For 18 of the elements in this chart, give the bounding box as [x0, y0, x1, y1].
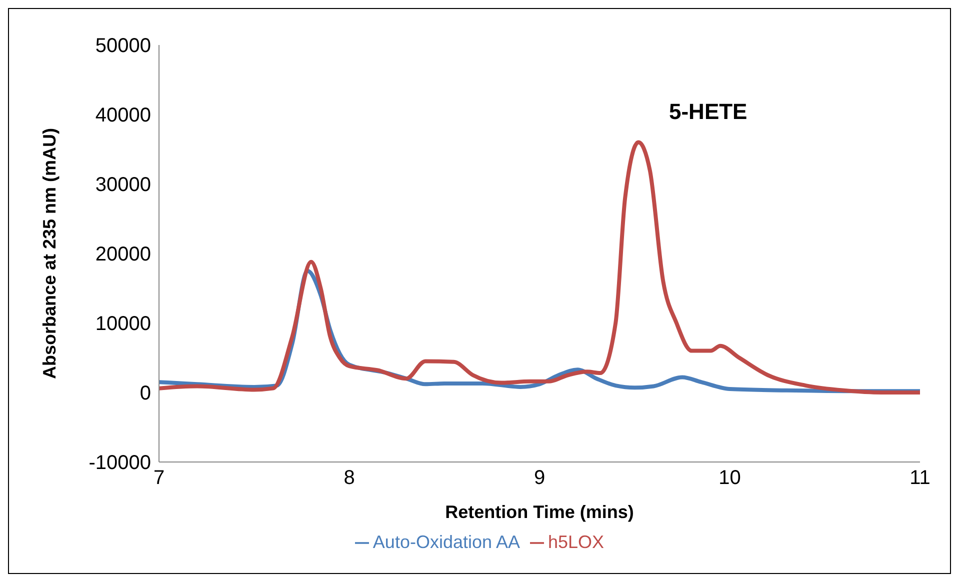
y-axis-title: Absorbance at 235 nm (mAU) — [39, 128, 60, 380]
legend-label: Auto-Oxidation AA — [372, 532, 520, 552]
y-tick-label: -10000 — [88, 452, 151, 474]
y-tick-label: 50000 — [95, 35, 151, 58]
x-tick-label: 10 — [718, 467, 741, 490]
x-tick-label: 11 — [910, 467, 930, 490]
y-tick-label: 20000 — [95, 244, 151, 266]
x-tick-label: 8 — [344, 467, 355, 490]
annotation: 5-HETE — [669, 99, 748, 125]
x-tick-label: 9 — [534, 467, 546, 490]
y-tick-label: 30000 — [95, 174, 151, 196]
line-series — [159, 140, 920, 394]
y-tick-label: 40000 — [95, 104, 151, 127]
y-tick-label: 0 — [140, 382, 151, 405]
legend-label: h5LOX — [548, 532, 604, 552]
x-tick-label: 7 — [153, 467, 165, 490]
x-axis-title: Retention Time (mins) — [445, 502, 634, 522]
y-tick-label: 10000 — [95, 313, 151, 336]
